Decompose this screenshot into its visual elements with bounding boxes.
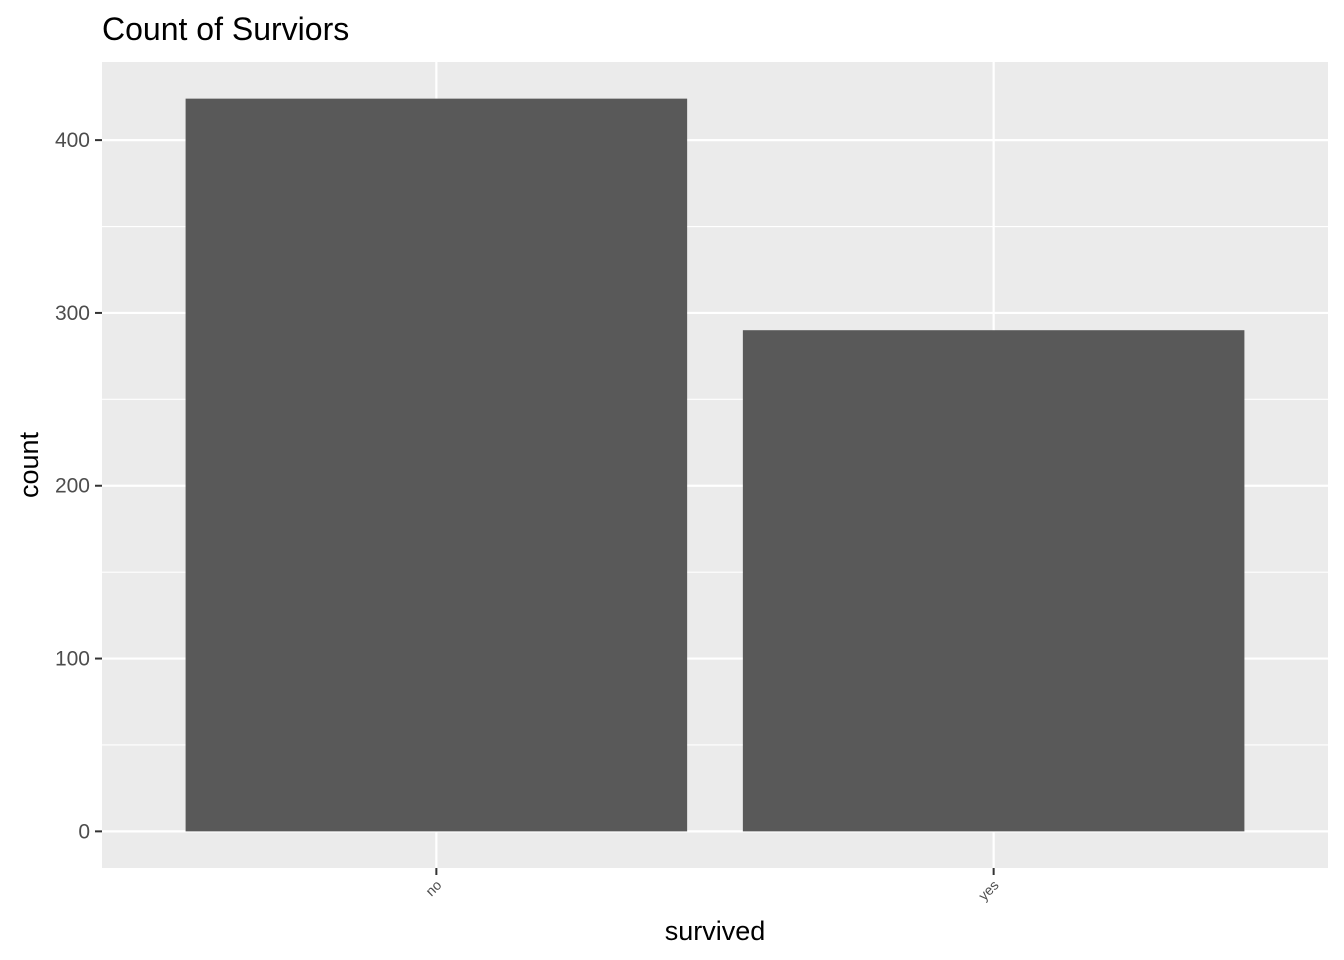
y-tick-label: 300 — [55, 302, 90, 325]
chart-title: Count of Surviors — [102, 11, 349, 47]
x-tick-label-yes: yes — [975, 877, 1002, 904]
y-tick-label: 400 — [55, 129, 90, 152]
bars — [185, 98, 1245, 832]
bar-yes — [742, 330, 1245, 832]
x-axis-title: survived — [665, 916, 766, 946]
x-axis: no yes — [422, 868, 1002, 904]
y-tick-label: 200 — [55, 475, 90, 498]
x-tick-label-no: no — [422, 877, 444, 899]
y-tick-label: 0 — [78, 820, 90, 843]
y-tick-label: 100 — [55, 648, 90, 671]
y-axis: 0 100 200 300 400 — [55, 129, 102, 843]
y-axis-title: count — [14, 431, 44, 498]
bar-no — [185, 98, 688, 832]
